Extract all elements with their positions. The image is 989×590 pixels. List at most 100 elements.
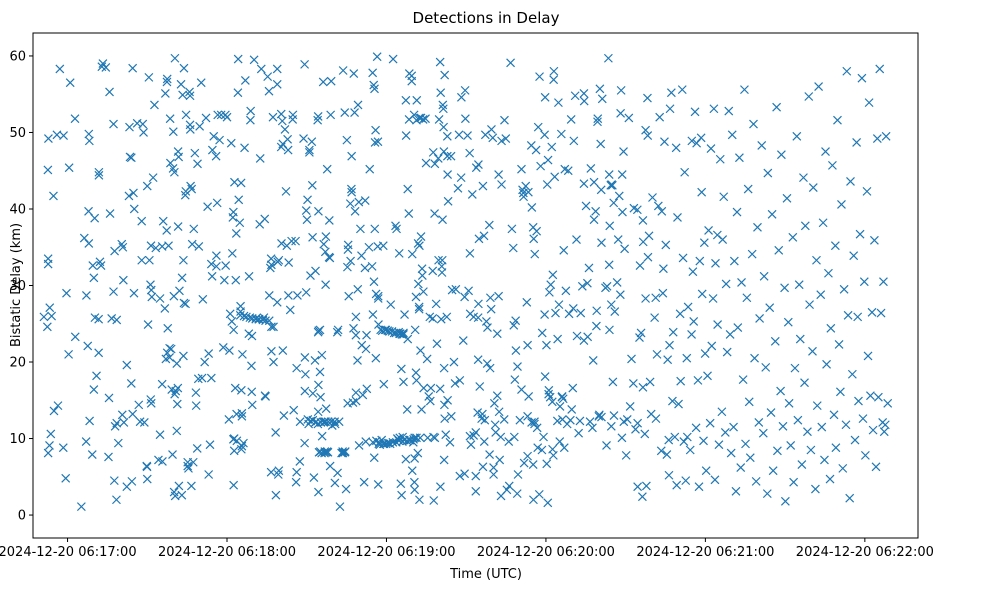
data-point xyxy=(264,291,274,300)
data-point xyxy=(674,399,683,409)
data-point xyxy=(842,66,852,76)
data-point xyxy=(668,327,678,337)
data-point xyxy=(104,452,113,462)
data-point xyxy=(428,266,438,276)
data-point xyxy=(593,117,602,127)
data-point xyxy=(431,299,441,309)
data-point xyxy=(330,478,340,488)
data-point xyxy=(492,391,502,401)
data-point xyxy=(582,278,592,288)
data-point xyxy=(138,119,148,129)
data-point xyxy=(146,285,156,295)
data-point xyxy=(605,325,614,335)
data-point xyxy=(278,346,288,355)
data-point xyxy=(687,136,697,146)
data-point xyxy=(774,245,784,255)
data-point xyxy=(744,397,754,407)
data-point xyxy=(858,414,868,424)
data-point xyxy=(62,288,71,298)
data-point xyxy=(799,173,808,183)
data-point xyxy=(233,88,243,98)
data-point xyxy=(98,59,108,69)
y-tick-label: 10 xyxy=(9,432,26,447)
data-point xyxy=(737,278,746,287)
data-point xyxy=(396,479,406,489)
data-point xyxy=(295,457,305,466)
x-tick-label: 2024-12-20 06:22:00 xyxy=(796,545,934,560)
y-axis: 0 10 20 30 40 50 60 xyxy=(9,49,33,524)
data-point xyxy=(751,476,761,486)
data-point xyxy=(370,224,380,234)
data-point xyxy=(540,310,550,320)
data-point xyxy=(548,270,558,280)
data-point xyxy=(301,206,311,215)
data-point xyxy=(441,430,451,440)
data-point xyxy=(700,349,710,359)
data-point xyxy=(129,288,139,298)
data-point xyxy=(759,271,769,281)
data-point xyxy=(45,303,55,313)
data-point xyxy=(266,467,276,477)
data-point xyxy=(442,131,452,141)
data-point xyxy=(703,371,712,381)
data-point xyxy=(266,346,276,356)
data-point xyxy=(412,95,422,105)
x-tick-label: 2024-12-20 06:21:00 xyxy=(636,545,774,560)
data-point xyxy=(450,379,460,388)
data-point xyxy=(443,196,453,206)
data-point xyxy=(338,447,348,456)
data-point xyxy=(109,119,118,129)
data-point xyxy=(529,234,539,244)
data-point xyxy=(197,373,207,383)
data-point xyxy=(436,88,446,98)
data-point xyxy=(327,421,337,430)
data-point xyxy=(361,437,371,447)
data-point xyxy=(303,195,312,205)
data-point xyxy=(407,76,417,86)
data-point xyxy=(553,334,563,344)
data-point xyxy=(467,190,477,199)
data-point xyxy=(446,151,456,161)
data-point xyxy=(425,396,435,406)
data-point xyxy=(325,253,335,263)
data-point xyxy=(166,344,176,354)
data-point xyxy=(833,115,842,125)
data-point xyxy=(361,344,371,354)
data-point xyxy=(338,448,348,458)
data-point xyxy=(358,390,368,400)
data-point xyxy=(373,137,383,147)
data-point xyxy=(460,85,470,95)
data-point xyxy=(640,429,650,439)
data-point xyxy=(279,411,289,421)
data-point xyxy=(162,74,172,84)
data-point xyxy=(602,440,611,450)
data-point xyxy=(718,235,728,245)
data-point xyxy=(434,255,443,265)
data-point xyxy=(853,312,863,322)
data-point xyxy=(118,242,128,252)
data-point xyxy=(418,287,428,297)
data-point xyxy=(185,120,195,130)
data-point xyxy=(84,136,94,146)
data-point xyxy=(575,416,585,426)
data-point xyxy=(158,457,167,466)
data-point xyxy=(651,293,661,303)
data-point xyxy=(595,84,605,94)
data-point xyxy=(778,421,788,431)
data-point xyxy=(144,72,154,82)
data-point xyxy=(245,115,255,125)
data-point xyxy=(89,273,99,283)
data-point xyxy=(506,58,516,68)
data-point xyxy=(680,167,690,177)
data-point xyxy=(113,438,123,448)
data-point xyxy=(826,323,836,333)
data-point xyxy=(473,299,483,309)
data-point xyxy=(772,446,782,456)
data-point xyxy=(342,135,352,145)
data-point xyxy=(349,323,358,333)
data-point xyxy=(191,401,201,411)
data-point xyxy=(300,352,310,362)
data-point xyxy=(691,423,701,433)
data-point xyxy=(682,353,692,363)
data-point xyxy=(770,336,780,346)
